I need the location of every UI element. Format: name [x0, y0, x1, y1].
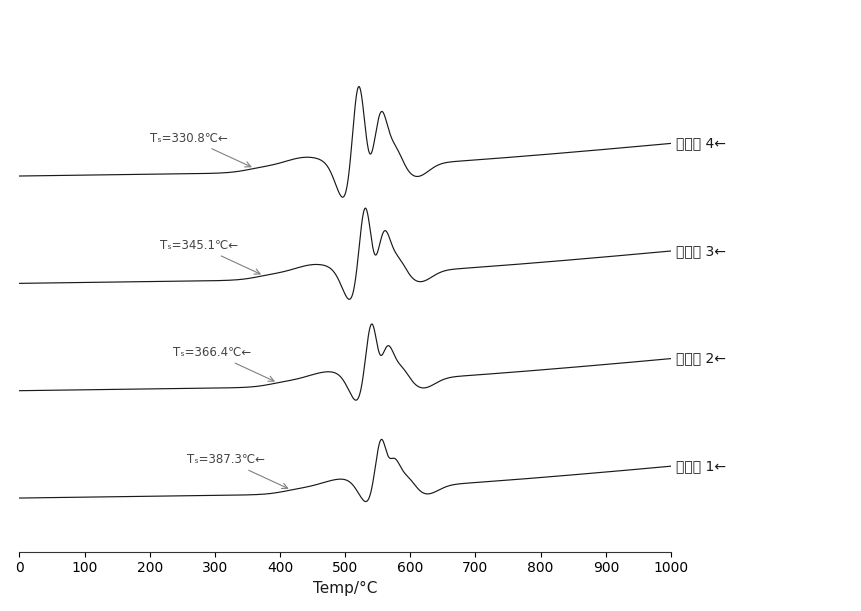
Text: Tₛ=345.1℃←: Tₛ=345.1℃← [159, 239, 260, 274]
Text: 实施例 3←: 实施例 3← [675, 244, 725, 258]
Text: Tₛ=366.4℃←: Tₛ=366.4℃← [173, 346, 274, 381]
Text: 实施例 1←: 实施例 1← [675, 459, 725, 473]
Text: 实施例 4←: 实施例 4← [675, 136, 725, 150]
Text: Tₛ=330.8℃←: Tₛ=330.8℃← [150, 132, 251, 167]
Text: Tₛ=387.3℃←: Tₛ=387.3℃← [187, 453, 288, 488]
Text: 实施例 2←: 实施例 2← [675, 351, 725, 365]
X-axis label: Temp/°C: Temp/°C [313, 581, 377, 596]
